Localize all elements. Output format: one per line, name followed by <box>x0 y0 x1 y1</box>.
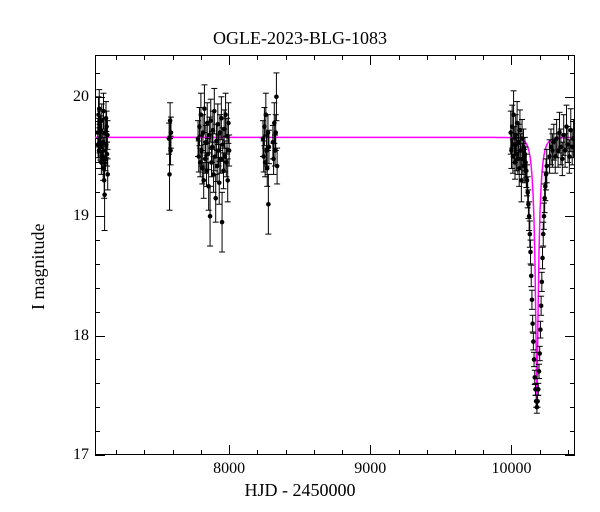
data-point <box>535 399 540 404</box>
data-point <box>529 274 534 279</box>
data-point <box>265 166 270 171</box>
data-point <box>273 130 278 135</box>
data-point <box>105 133 110 138</box>
data-point <box>525 190 530 195</box>
y-tick-label: 19 <box>57 207 89 225</box>
data-point <box>560 157 565 162</box>
data-point <box>169 130 174 135</box>
data-point <box>275 164 280 169</box>
x-axis-label: HJD - 2450000 <box>0 480 600 501</box>
data-point <box>543 184 548 189</box>
data-point <box>168 148 173 153</box>
data-point <box>217 180 222 185</box>
data-point <box>540 280 545 285</box>
data-point <box>528 250 533 255</box>
data-point <box>525 178 530 183</box>
data-point <box>104 124 109 129</box>
data-point <box>541 232 546 237</box>
data-point <box>202 106 207 111</box>
data-point <box>220 220 225 225</box>
data-point <box>223 112 228 117</box>
model-curve <box>95 137 575 405</box>
y-tick-label: 18 <box>57 327 89 345</box>
x-tick-label: 9000 <box>354 460 386 478</box>
data-point <box>540 256 545 261</box>
data-point <box>218 157 223 162</box>
data-point <box>201 178 206 183</box>
data-point <box>168 118 173 123</box>
data-point <box>532 357 537 362</box>
data-point <box>212 109 217 114</box>
data-point <box>208 214 213 219</box>
data-point <box>523 160 528 165</box>
data-point <box>216 122 221 127</box>
y-tick-label: 20 <box>57 88 89 106</box>
data-point <box>267 145 272 150</box>
data-point <box>536 387 541 392</box>
data-point <box>219 116 224 121</box>
data-point <box>213 196 218 201</box>
data-point <box>537 369 542 374</box>
data-point <box>225 178 230 183</box>
data-point <box>542 214 547 219</box>
data-point <box>530 297 535 302</box>
data-point <box>524 169 529 174</box>
data-point <box>266 202 271 207</box>
data-point <box>97 106 102 111</box>
data-point <box>519 178 524 183</box>
data-point <box>538 327 543 332</box>
data-point <box>227 148 232 153</box>
data-point <box>210 145 215 150</box>
data-point <box>274 94 279 99</box>
data-point <box>542 196 547 201</box>
data-point <box>539 303 544 308</box>
y-tick-label: 17 <box>57 446 89 464</box>
chart-title: OGLE-2023-BLG-1083 <box>0 28 600 49</box>
data-point <box>537 351 542 356</box>
data-point <box>226 121 231 126</box>
data-point <box>563 148 568 153</box>
y-axis-label: I magnitude <box>28 224 49 310</box>
data-point <box>104 116 109 121</box>
data-point <box>167 172 172 177</box>
data-point <box>530 321 535 326</box>
data-point <box>266 130 271 135</box>
data-point <box>527 214 532 219</box>
x-tick-label: 8000 <box>213 460 245 478</box>
data-point <box>105 172 110 177</box>
data-point <box>528 232 533 237</box>
data-point <box>102 192 107 197</box>
data-point <box>571 136 576 141</box>
data-point <box>531 339 536 344</box>
data-point <box>208 118 213 123</box>
x-tick-label: 10000 <box>491 460 531 478</box>
plot-svg <box>95 55 575 455</box>
data-point <box>105 152 110 157</box>
data-point <box>526 202 531 207</box>
